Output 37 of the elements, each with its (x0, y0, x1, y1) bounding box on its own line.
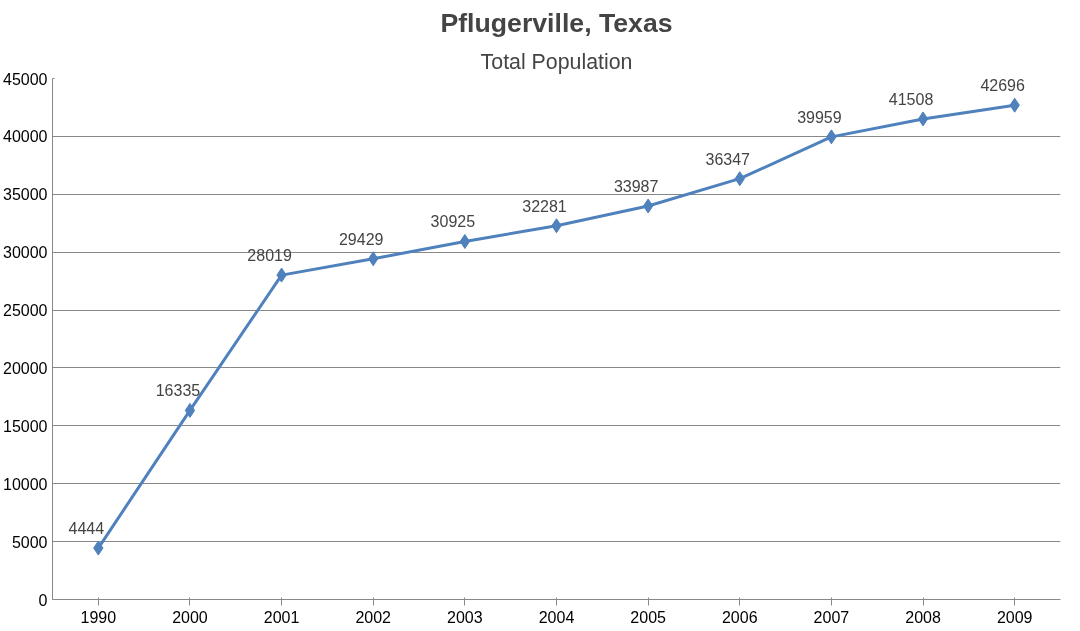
data-label: 41508 (888, 90, 934, 108)
data-label: 32281 (522, 197, 567, 215)
chart-subtitle: Total Population (480, 49, 633, 74)
point (917, 111, 929, 127)
point (184, 402, 196, 418)
data-label: 16335 (155, 382, 201, 400)
data-label: 4444 (68, 520, 105, 538)
x-tick-label: 2002 (355, 608, 392, 626)
x-tick-label: 2000 (172, 608, 208, 626)
chart-title: Pflugerville, Texas (440, 7, 673, 38)
data-label: 30925 (430, 213, 476, 231)
x-tick-label: 2004 (538, 608, 575, 626)
x-tick-label: 2006 (721, 608, 758, 626)
data-label: 36347 (705, 150, 751, 168)
data-label: 42696 (980, 77, 1026, 95)
data-label: 39959 (797, 108, 842, 126)
x-tick-label: 2005 (630, 608, 667, 626)
point (459, 233, 471, 249)
x-tick-label: 1990 (80, 608, 117, 626)
y-tick-label: 30000 (3, 244, 48, 262)
y-tick-label: 25000 (3, 302, 48, 320)
data-label: 29429 (338, 230, 384, 248)
y-tick-label: 40000 (3, 128, 48, 146)
y-tick-label: 20000 (3, 359, 48, 377)
y-tick-label: 5000 (11, 533, 48, 551)
data-label: 33987 (613, 178, 659, 196)
y-tick-label: 15000 (3, 417, 48, 435)
x-tick-label: 2008 (905, 608, 941, 626)
y-tick-label: 35000 (3, 186, 48, 204)
y-tick-label: 0 (38, 591, 48, 609)
point (642, 198, 654, 214)
x-tick-label: 2009 (996, 608, 1033, 626)
x-tick-label: 2007 (813, 608, 850, 626)
x-tick-label: 2001 (263, 608, 300, 626)
y-tick-label: 10000 (3, 475, 48, 493)
x-tick-label: 2003 (447, 608, 483, 626)
y-tick-label: 45000 (3, 70, 48, 88)
